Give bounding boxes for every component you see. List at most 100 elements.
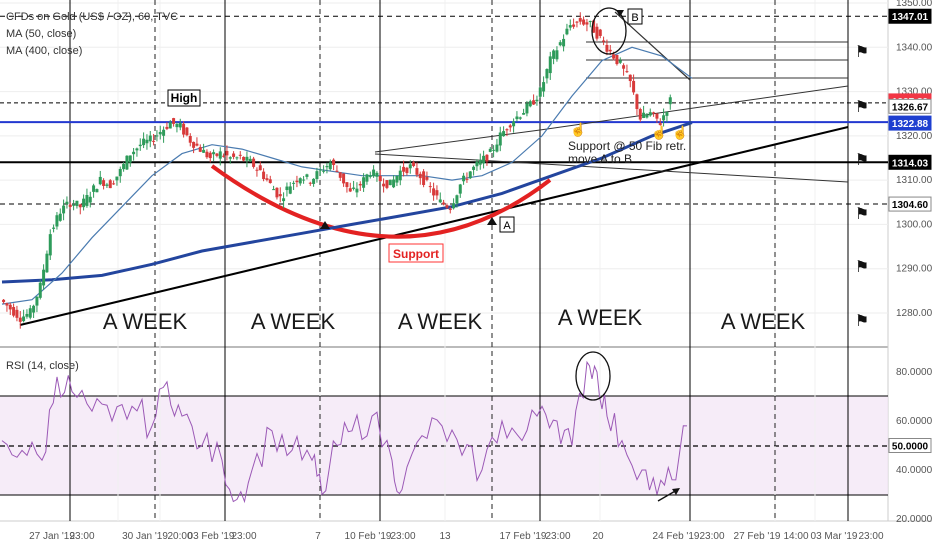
candle-body-20 xyxy=(68,204,72,207)
candle-body-132 xyxy=(442,202,446,205)
candle-body-146 xyxy=(488,148,492,152)
candle-body-45 xyxy=(152,140,156,142)
candle-body-126 xyxy=(422,171,426,185)
price-tick-3: 1320.00 xyxy=(896,131,932,142)
candle-body-106 xyxy=(355,188,359,193)
candle-body-190 xyxy=(635,94,639,110)
rsi-tick-1: 60.0000 xyxy=(896,416,932,427)
candle-body-116 xyxy=(388,179,392,186)
candle-body-73 xyxy=(245,156,249,161)
candle-body-143 xyxy=(478,159,482,165)
candle-body-137 xyxy=(458,184,462,194)
svg-text:High: High xyxy=(171,91,198,105)
candle-body-41 xyxy=(138,144,142,147)
candle-body-24 xyxy=(82,198,86,208)
time-tick-16: 14:00 xyxy=(783,531,808,542)
price-tag-5 xyxy=(888,196,932,212)
candle-body-100 xyxy=(335,170,339,172)
candle-body-54 xyxy=(182,123,186,135)
candle-body-90 xyxy=(302,179,306,181)
candle-body-122 xyxy=(408,164,412,169)
candle-body-144 xyxy=(482,155,486,164)
candle-body-159 xyxy=(532,100,536,105)
candle-body-6 xyxy=(22,316,26,322)
price-tick-4: 1310.00 xyxy=(896,175,932,186)
rsi-axis[interactable]: 80.0000 60.0000 40.0000 20.0000 50.0000 xyxy=(888,367,932,525)
candle-body-152 xyxy=(508,125,512,128)
point-a-label: A xyxy=(487,216,515,233)
price-tick-6: 1290.00 xyxy=(896,264,932,275)
symbol-legend[interactable]: CFDs on Gold (US$ / OZ), 60, TVC xyxy=(6,11,178,23)
candle-body-192 xyxy=(642,112,646,119)
candle-body-173 xyxy=(578,18,582,22)
candle-body-84 xyxy=(282,198,286,202)
candle-body-140 xyxy=(468,171,472,179)
candle-body-26 xyxy=(88,196,92,203)
ma400-legend[interactable]: MA (400, close) xyxy=(6,45,82,57)
candle-body-32 xyxy=(108,180,112,189)
candle-body-162 xyxy=(542,82,546,92)
candle-body-37 xyxy=(125,155,129,170)
candle-body-196 xyxy=(655,113,659,119)
svg-text:Support: Support xyxy=(393,247,439,261)
price-candles xyxy=(2,12,672,329)
time-tick-17: 03 Mar '19 xyxy=(811,531,858,542)
candle-body-139 xyxy=(465,178,469,180)
candle-body-102 xyxy=(342,173,346,184)
support-label: Support xyxy=(388,243,444,263)
time-tick-11: 23:00 xyxy=(545,531,570,542)
candle-body-182 xyxy=(608,49,612,52)
candle-body-18 xyxy=(62,205,66,214)
candle-body-61 xyxy=(205,151,209,158)
rsi-path xyxy=(1,360,688,504)
candle-body-17 xyxy=(58,213,62,221)
candle-body-28 xyxy=(95,189,99,193)
candle-body-155 xyxy=(518,117,522,119)
time-tick-12: 20 xyxy=(592,531,604,542)
candle-body-66 xyxy=(222,155,226,157)
channel-connector-line xyxy=(374,129,541,153)
price-axis[interactable]: 1350.00 1340.00 1330.00 1320.00 1310.00 1300.… xyxy=(888,0,932,319)
candle-body-95 xyxy=(318,169,322,171)
time-tick-10: 17 Feb '19 xyxy=(500,531,547,542)
candle-body-145 xyxy=(485,154,489,162)
candle-body-109 xyxy=(365,174,369,182)
candle-body-149 xyxy=(498,132,502,146)
candle-body-65 xyxy=(218,151,222,159)
candle-body-63 xyxy=(212,152,216,155)
time-tick-13: 24 Feb '19 xyxy=(653,531,700,542)
candle-body-148 xyxy=(495,144,499,152)
candle-body-81 xyxy=(272,189,276,191)
candle-body-91 xyxy=(305,174,309,177)
time-tick-15: 27 Feb '19 xyxy=(734,531,781,542)
ma50-legend[interactable]: MA (50, close) xyxy=(6,28,76,40)
time-tick-4: 03 Feb '19 xyxy=(188,531,235,542)
candle-body-120 xyxy=(402,166,406,172)
candle-body-77 xyxy=(258,165,262,171)
candle-body-166 xyxy=(555,50,559,60)
price-tag-text-5: 1304.60 xyxy=(892,200,929,211)
candle-body-96 xyxy=(322,170,326,172)
main-uptrend-line xyxy=(19,126,849,326)
support-arc xyxy=(210,164,552,239)
time-tick-14: 23:00 xyxy=(699,531,724,542)
time-tick-6: 7 xyxy=(315,531,321,542)
candle-body-117 xyxy=(392,179,396,188)
price-panel[interactable] xyxy=(0,0,888,345)
candle-body-164 xyxy=(548,56,552,74)
candle-body-89 xyxy=(298,178,302,184)
candle-body-169 xyxy=(565,28,569,35)
time-tick-7: 10 Feb '19 xyxy=(345,531,392,542)
candle-body-3 xyxy=(12,307,16,316)
hand-icon-3: ☝ xyxy=(672,124,688,141)
candle-body-93 xyxy=(312,178,316,184)
candle-body-29 xyxy=(98,176,102,185)
candle-body-78 xyxy=(262,171,266,180)
rsi-legend[interactable]: RSI (14, close) xyxy=(6,360,79,372)
candle-body-55 xyxy=(185,127,189,136)
candle-body-154 xyxy=(515,116,519,120)
rsi-top-circle xyxy=(575,351,611,401)
candle-body-177 xyxy=(592,20,596,33)
checkered-flag-icon: ⚑ xyxy=(855,99,869,116)
